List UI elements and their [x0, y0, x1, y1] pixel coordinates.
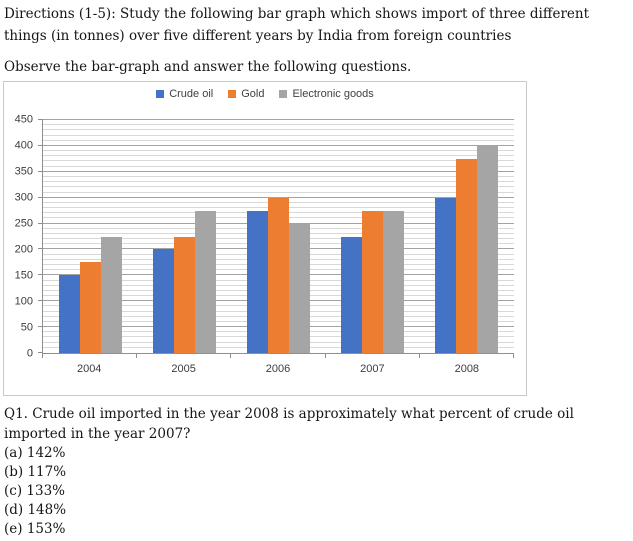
y-axis-tick [38, 352, 43, 353]
x-axis-tick [418, 354, 420, 358]
bar-group-2004 [43, 120, 137, 353]
x-axis-tick-label: 2005 [171, 363, 196, 375]
option-d: (d) 148% [4, 502, 67, 518]
bar-group-2007 [326, 120, 420, 353]
x-axis-tick-label: 2008 [454, 363, 480, 375]
major-gridline [43, 144, 514, 146]
directions-text: Directions (1-5): Study the following ba… [4, 6, 590, 44]
y-axis-tick [38, 222, 43, 224]
bar-crude-oil-2005 [152, 249, 174, 353]
minor-gridline [43, 175, 514, 177]
plot-area [38, 119, 514, 358]
y-axis-tick-label: 0 [26, 347, 33, 360]
y-axis-tick [38, 300, 43, 302]
minor-gridline [43, 129, 514, 131]
legend-swatch-gold [228, 90, 237, 98]
minor-gridline [43, 191, 514, 193]
legend-label: Electronic goods [292, 88, 374, 100]
minor-gridline [43, 124, 514, 126]
x-axis-tick [324, 354, 326, 358]
y-axis-tick-label: 350 [14, 165, 33, 178]
y-axis-tick [38, 248, 43, 250]
bar-electronic-goods-2005 [194, 210, 216, 353]
bar-electronic-goods-2004 [100, 236, 122, 353]
question-block: Q1. Crude oil imported in the year 2008 … [4, 404, 630, 539]
y-axis-tick-label: 150 [14, 269, 33, 282]
major-gridline [43, 196, 514, 198]
y-axis-tick-label: 300 [14, 191, 33, 204]
bar-electronic-goods-2006 [288, 223, 310, 353]
x-axis-tick-label: 2006 [265, 363, 291, 375]
bar-crude-oil-2006 [246, 210, 268, 353]
bar-gold-2005 [173, 236, 195, 353]
legend-label: Gold [241, 88, 265, 100]
x-axis-tick [230, 354, 232, 358]
bar-gold-2004 [79, 262, 101, 353]
y-axis-tick-label: 400 [14, 139, 33, 152]
minor-gridline [43, 155, 514, 157]
legend-label: Crude oil [169, 88, 214, 100]
bar-gold-2008 [456, 158, 478, 353]
bar-group-2005 [137, 120, 231, 353]
bar-electronic-goods-2007 [383, 210, 405, 353]
y-axis-tick [38, 326, 43, 328]
y-axis-tick-label: 250 [14, 217, 33, 230]
y-axis-tick [38, 144, 43, 146]
bar-crude-oil-2004 [58, 275, 80, 353]
y-axis-tick [38, 196, 43, 198]
y-axis-tick-label: 450 [14, 113, 33, 126]
option-e: (e) 153% [4, 521, 66, 537]
minor-gridline [43, 139, 514, 141]
bar-group-2008 [420, 120, 514, 353]
bar-gold-2006 [267, 197, 289, 353]
minor-gridline [43, 165, 514, 167]
option-a: (a) 142% [4, 445, 66, 461]
y-axis-tick [38, 274, 43, 276]
bar-electronic-goods-2008 [477, 145, 499, 353]
y-axis-labels: 0 50 100 150 200 250 300 350 400 450 [4, 114, 37, 359]
legend-item-electronic-goods: Electronic goods [279, 88, 374, 100]
y-axis-tick-label: 100 [14, 295, 33, 308]
y-axis-tick [38, 170, 43, 172]
legend-swatch-crude-oil [156, 90, 165, 98]
x-axis-labels: 2004 2005 2006 2007 2008 [42, 363, 514, 375]
minor-gridline [43, 160, 514, 162]
chart-legend: Crude oil Gold Electronic goods [4, 88, 526, 100]
question-text: Q1. Crude oil imported in the year 2008 … [4, 406, 574, 442]
legend-swatch-electronic-goods [279, 90, 288, 98]
minor-gridline [43, 181, 514, 183]
x-axis-tick-label: 2007 [360, 363, 385, 375]
x-axis-tick [136, 354, 138, 358]
y-axis-tick-label: 50 [20, 321, 33, 334]
y-axis-tick [38, 119, 43, 120]
minor-gridline [43, 186, 514, 188]
option-c: (c) 133% [4, 483, 65, 499]
minor-gridline [43, 150, 514, 152]
observe-text: Observe the bar-graph and answer the fol… [4, 59, 412, 75]
bar-chart-frame: Crude oil Gold Electronic goods 0 50 100 150 2… [3, 81, 527, 396]
y-axis-tick-label: 200 [14, 243, 33, 256]
legend-item-crude-oil: Crude oil [156, 88, 213, 100]
x-axis-tick [42, 354, 43, 358]
x-axis-tick [513, 354, 514, 358]
bar-group-2006 [231, 120, 325, 353]
legend-item-gold: Gold [228, 88, 264, 100]
bar-gold-2007 [362, 210, 384, 353]
minor-gridline [43, 134, 514, 136]
major-gridline [43, 170, 514, 172]
bar-crude-oil-2008 [435, 197, 457, 353]
bar-crude-oil-2007 [341, 236, 363, 353]
major-gridline [43, 119, 514, 120]
x-axis-tick-label: 2004 [76, 363, 102, 375]
option-b: (b) 117% [4, 464, 67, 480]
